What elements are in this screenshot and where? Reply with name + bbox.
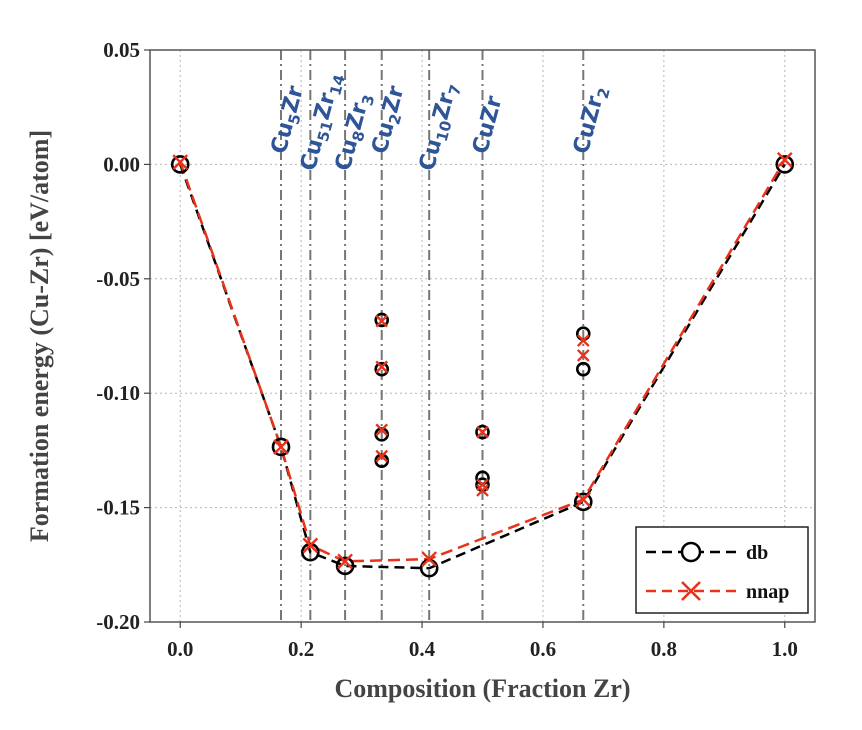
phase-label: Cu2Zr: [367, 83, 412, 157]
x-tick-label: 1.0: [772, 637, 798, 661]
phase-label: CuZr2: [569, 83, 614, 157]
db-point: [475, 424, 490, 440]
nnap-point: [337, 553, 353, 570]
y-tick-label: -0.05: [96, 267, 140, 291]
y-tick-label: 0.05: [103, 38, 140, 62]
legend-marker-nnap: [681, 581, 701, 601]
phase-label: Cu10Zr7: [415, 80, 465, 174]
nnap-point: [375, 423, 389, 437]
db-point: [775, 155, 795, 174]
db-point: [374, 361, 390, 377]
y-tick-label: -0.15: [96, 496, 140, 520]
db-point: [573, 492, 593, 512]
nnap-point: [776, 151, 793, 168]
legend-box: [635, 526, 809, 614]
nnap-point: [375, 360, 389, 374]
x-tick-label: 0.2: [288, 637, 314, 661]
nnap-point: [476, 478, 489, 492]
nnap-point: [302, 537, 319, 554]
nnap-point: [575, 491, 592, 508]
db-point: [575, 361, 591, 377]
y-tick-label: -0.20: [96, 610, 140, 634]
phase-lines: [280, 50, 585, 622]
nnap-point: [421, 551, 438, 567]
legend-label-nnap: nnap: [746, 581, 789, 603]
nnap-point: [375, 449, 389, 463]
x-tick-label: 0.4: [409, 637, 436, 661]
legend: db nnap: [635, 526, 809, 614]
nnap-point: [273, 439, 289, 455]
nnap-hull-line: [179, 159, 786, 563]
nnap-point: [476, 425, 489, 439]
x-axis-title: Composition (Fraction Zr): [334, 674, 630, 703]
nnap-point: [476, 484, 489, 497]
x-tick-label: 0.6: [530, 637, 556, 661]
legend-label-db: db: [746, 542, 768, 564]
db-point: [271, 437, 291, 457]
y-axis-title: Formation energy (Cu-Zr) [eV/atom]: [25, 130, 54, 542]
db-point: [335, 556, 355, 576]
plot-area-frame: [149, 49, 816, 623]
y-tick-label: -0.10: [96, 381, 140, 405]
db-point: [170, 155, 190, 174]
nnap-point: [576, 334, 590, 347]
nnap-point: [375, 314, 389, 328]
nnap-point: [172, 154, 189, 170]
x-tick-label: 0.0: [167, 637, 193, 661]
phase-label: CuZr: [468, 93, 507, 156]
x-tick-label: 0.8: [651, 637, 677, 661]
nnap-point: [576, 349, 590, 362]
y-tick-label: 0.00: [103, 152, 140, 176]
db-point: [374, 312, 390, 328]
legend-marker-db: [680, 541, 702, 563]
data-markers: [170, 151, 795, 578]
axis-ticks: 0.0 0.2 0.4 0.6 0.8 1.0 0.05 0.00 -0.05 -0.10 -0.1…: [96, 38, 798, 661]
